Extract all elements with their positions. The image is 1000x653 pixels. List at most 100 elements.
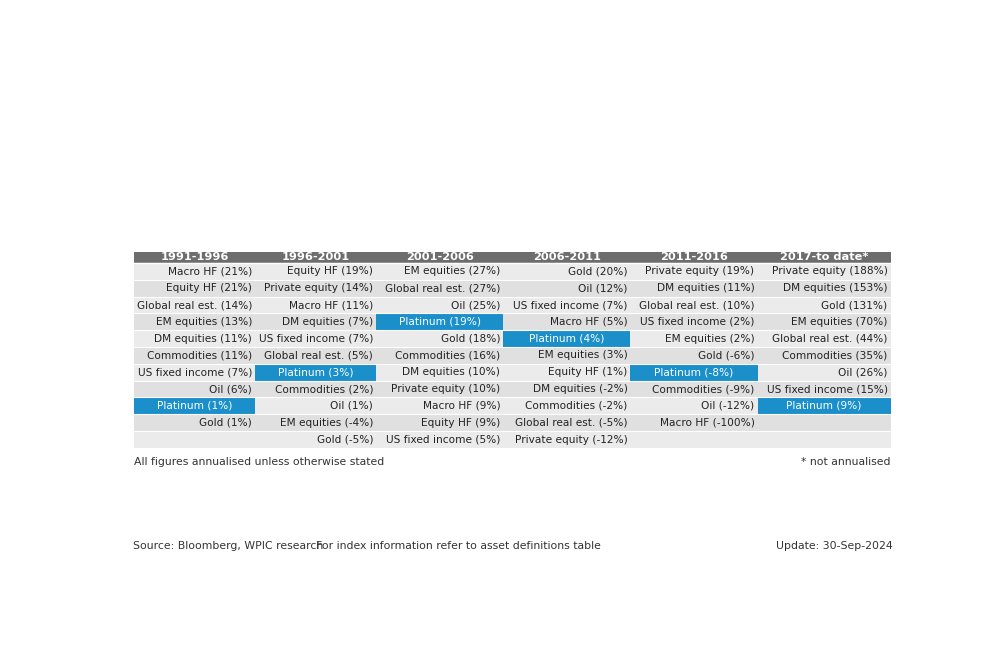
Bar (376, 398, 503, 414)
Bar (758, 330, 891, 347)
Bar (503, 280, 630, 296)
Text: Macro HF (21%): Macro HF (21%) (168, 266, 252, 276)
Bar (758, 431, 891, 448)
Text: Global real est. (27%): Global real est. (27%) (385, 283, 500, 293)
Text: Platinum (1%): Platinum (1%) (157, 401, 232, 411)
Text: Source: Bloomberg, WPIC research: Source: Bloomberg, WPIC research (133, 541, 323, 551)
Bar (503, 330, 630, 347)
Bar (758, 252, 891, 263)
Text: Private equity (14%): Private equity (14%) (264, 283, 373, 293)
Bar (630, 364, 758, 381)
Text: 2017-to date*: 2017-to date* (780, 253, 868, 263)
Text: Oil (26%): Oil (26%) (838, 367, 888, 377)
Bar (255, 347, 376, 364)
Text: Private equity (10%): Private equity (10%) (391, 384, 500, 394)
Bar (134, 347, 255, 364)
Text: Platinum (4%): Platinum (4%) (529, 334, 605, 343)
Text: Global real est. (5%): Global real est. (5%) (264, 351, 373, 360)
Bar (758, 313, 891, 330)
Text: DM equities (153%): DM equities (153%) (783, 283, 888, 293)
Text: Gold (1%): Gold (1%) (199, 418, 252, 428)
Bar (758, 263, 891, 280)
Bar (376, 414, 503, 431)
Text: Commodities (11%): Commodities (11%) (147, 351, 252, 360)
Text: Global real est. (44%): Global real est. (44%) (772, 334, 888, 343)
Bar (255, 263, 376, 280)
Bar (503, 381, 630, 398)
Text: DM equities (11%): DM equities (11%) (154, 334, 252, 343)
Bar (758, 414, 891, 431)
Text: 1996-2001: 1996-2001 (282, 253, 350, 263)
Bar (134, 263, 255, 280)
Text: Platinum (3%): Platinum (3%) (278, 367, 354, 377)
Bar (134, 330, 255, 347)
Text: Commodities (-9%): Commodities (-9%) (652, 384, 754, 394)
Bar (630, 398, 758, 414)
Bar (255, 381, 376, 398)
Bar (758, 364, 891, 381)
Text: Private equity (19%): Private equity (19%) (645, 266, 754, 276)
Text: EM equities (2%): EM equities (2%) (665, 334, 754, 343)
Bar (630, 252, 758, 263)
Bar (630, 313, 758, 330)
Text: Equity HF (1%): Equity HF (1%) (548, 367, 627, 377)
Bar (255, 431, 376, 448)
Bar (376, 431, 503, 448)
Bar (758, 347, 891, 364)
Bar (134, 431, 255, 448)
Bar (503, 414, 630, 431)
Bar (758, 381, 891, 398)
Text: Equity HF (9%): Equity HF (9%) (421, 418, 500, 428)
Bar (630, 263, 758, 280)
Bar (376, 381, 503, 398)
Bar (134, 398, 255, 414)
Text: Gold (-6%): Gold (-6%) (698, 351, 754, 360)
Text: EM equities (27%): EM equities (27%) (404, 266, 500, 276)
Text: Macro HF (11%): Macro HF (11%) (289, 300, 373, 310)
Bar (630, 330, 758, 347)
Text: EM equities (13%): EM equities (13%) (156, 317, 252, 327)
Text: Gold (131%): Gold (131%) (821, 300, 888, 310)
Text: Oil (1%): Oil (1%) (330, 401, 373, 411)
Text: Private equity (-12%): Private equity (-12%) (515, 434, 627, 445)
Bar (134, 364, 255, 381)
Text: DM equities (7%): DM equities (7%) (282, 317, 373, 327)
Bar (376, 280, 503, 296)
Bar (255, 364, 376, 381)
Bar (255, 414, 376, 431)
Text: Global real est. (10%): Global real est. (10%) (639, 300, 754, 310)
Bar (255, 398, 376, 414)
Bar (134, 381, 255, 398)
Text: Macro HF (-100%): Macro HF (-100%) (660, 418, 754, 428)
Text: Oil (12%): Oil (12%) (578, 283, 627, 293)
Text: Gold (-5%): Gold (-5%) (317, 434, 373, 445)
Bar (376, 313, 503, 330)
Bar (758, 280, 891, 296)
Text: Commodities (-2%): Commodities (-2%) (525, 401, 627, 411)
Text: Macro HF (9%): Macro HF (9%) (423, 401, 500, 411)
Text: Platinum (9%): Platinum (9%) (786, 401, 862, 411)
Bar (630, 280, 758, 296)
Text: Equity HF (21%): Equity HF (21%) (166, 283, 252, 293)
Bar (630, 296, 758, 313)
Bar (376, 330, 503, 347)
Text: DM equities (10%): DM equities (10%) (402, 367, 500, 377)
Text: Macro HF (5%): Macro HF (5%) (550, 317, 627, 327)
Bar (134, 414, 255, 431)
Bar (255, 252, 376, 263)
Text: Oil (-12%): Oil (-12%) (701, 401, 754, 411)
Bar (758, 398, 891, 414)
Bar (758, 296, 891, 313)
Bar (134, 252, 255, 263)
Text: Global real est. (-5%): Global real est. (-5%) (515, 418, 627, 428)
Text: Gold (20%): Gold (20%) (568, 266, 627, 276)
Text: Gold (18%): Gold (18%) (441, 334, 500, 343)
Text: 1991-1996: 1991-1996 (161, 253, 229, 263)
Bar (255, 280, 376, 296)
Bar (255, 296, 376, 313)
Text: US fixed income (5%): US fixed income (5%) (386, 434, 500, 445)
Bar (255, 330, 376, 347)
Bar (255, 313, 376, 330)
Text: Equity HF (19%): Equity HF (19%) (287, 266, 373, 276)
Bar (630, 431, 758, 448)
